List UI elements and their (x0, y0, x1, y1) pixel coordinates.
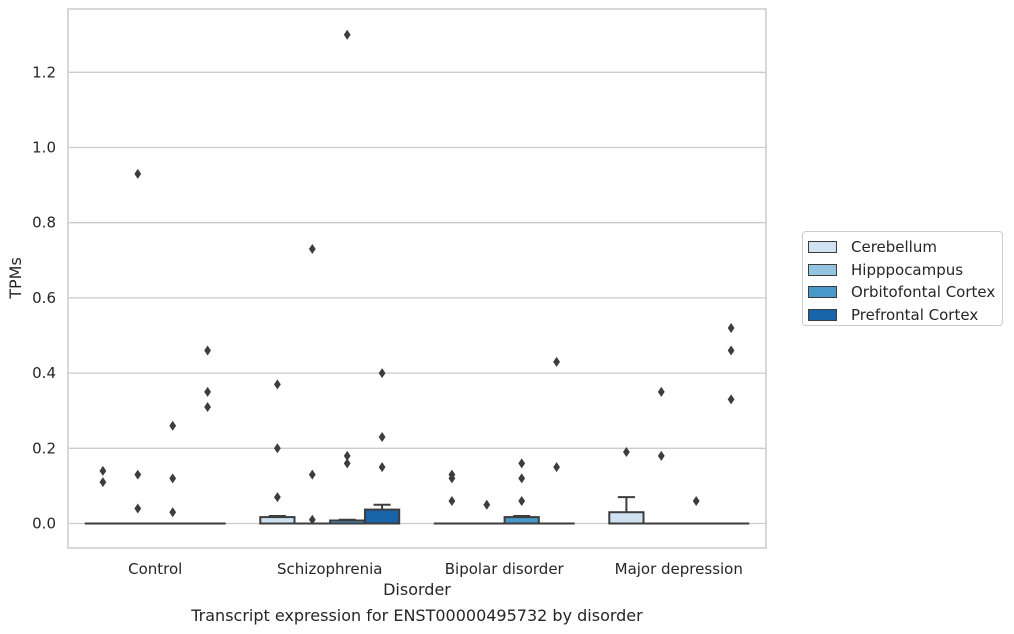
outlier-point (134, 503, 142, 514)
x-tick-labels: Control Schizophrenia Bipolar disorder Majo… (128, 560, 743, 578)
box-hipppocampus (119, 168, 156, 525)
legend: Cerebellum Hipppocampus Orbitofontal Corte… (802, 231, 1003, 326)
legend-item: Orbitofontal Cortex (808, 281, 1002, 304)
legend-item: Hipppocampus (808, 259, 1002, 282)
legend-item: Prefrontal Cortex (808, 304, 1002, 327)
plot-frame (67, 8, 767, 549)
outlier-point (99, 477, 107, 488)
outlier-point (99, 465, 107, 476)
legend-item: Cerebellum (808, 236, 1002, 259)
outlier-point (518, 473, 526, 484)
outlier-point (727, 322, 735, 333)
outlier-point (343, 450, 351, 461)
outlier-point (169, 420, 177, 431)
y-tick-label: 0.8 (32, 214, 56, 232)
box-orbitofontal-cortex (503, 458, 540, 525)
legend-label: Hipppocampus (851, 260, 964, 279)
outlier-point (483, 499, 491, 510)
outlier-point (378, 462, 386, 473)
outlier-point (204, 401, 211, 412)
box-cerebellum (84, 465, 122, 525)
box-cerebellum (608, 447, 645, 525)
outlier-point (134, 168, 142, 179)
outlier-point (169, 473, 177, 484)
box-cerebellum (259, 379, 296, 525)
legend-swatch (808, 308, 837, 321)
legend-label: Prefrontal Cortex (851, 305, 979, 324)
outlier-point (378, 368, 386, 379)
outlier-point (692, 495, 700, 506)
box-orbitofontal-cortex (678, 495, 715, 525)
box-prefrontal-cortex (189, 345, 226, 525)
box-hipppocampus (468, 499, 505, 525)
outlier-point (343, 458, 351, 469)
outlier-point (623, 447, 630, 458)
outlier-point (657, 386, 665, 397)
outlier-point (308, 469, 316, 480)
outlier-point (169, 507, 177, 518)
legend-swatch (808, 263, 837, 276)
outlier-point (274, 443, 281, 454)
y-tick-label: 0.4 (32, 364, 56, 382)
y-tick-label: 1.0 (32, 139, 56, 157)
chart-marks (84, 29, 750, 525)
x-axis-title: Disorder (383, 580, 451, 599)
box-body (363, 508, 401, 525)
x-tick-label: Bipolar disorder (445, 560, 565, 578)
outlier-point (343, 29, 351, 40)
box-hipppocampus (294, 244, 331, 525)
outlier-point (308, 514, 316, 525)
outlier-point (657, 450, 665, 461)
box-prefrontal-cortex (363, 368, 401, 525)
outlier-point (448, 473, 456, 484)
box-body (608, 511, 645, 525)
y-tick-label: 1.2 (32, 63, 56, 81)
legend-swatch (808, 286, 837, 299)
y-tick-labels: 0.0 0.2 0.4 0.6 0.8 1.0 1.2 (32, 63, 56, 532)
x-tick-label: Schizophrenia (277, 560, 382, 578)
box-prefrontal-cortex (712, 322, 750, 525)
outlier-point (448, 495, 456, 506)
outlier-point (134, 469, 142, 480)
box-cerebellum (433, 469, 471, 525)
outlier-point (378, 432, 386, 443)
grid-lines (68, 71, 766, 525)
outlier-point (204, 345, 211, 356)
outlier-point (274, 379, 281, 390)
y-axis-title: TPMs (6, 257, 25, 300)
legend-label: Cerebellum (851, 238, 937, 257)
box-orbitofontal-cortex (154, 420, 191, 525)
legend-label: Orbitofontal Cortex (851, 283, 996, 302)
outlier-point (518, 458, 526, 469)
box-orbitofontal-cortex (329, 29, 366, 525)
outlier-point (553, 462, 560, 473)
y-tick-label: 0.2 (32, 439, 56, 457)
y-tick-label: 0.6 (32, 289, 56, 307)
y-tick-label: 0.0 (32, 515, 56, 533)
outlier-point (204, 386, 211, 397)
box-prefrontal-cortex (538, 356, 575, 525)
outlier-point (553, 356, 560, 367)
legend-swatch (808, 241, 837, 254)
figure-caption: Transcript expression for ENST0000049573… (191, 606, 643, 625)
outlier-point (308, 244, 316, 255)
outlier-point (727, 394, 735, 405)
x-tick-label: Major depression (615, 560, 743, 578)
x-tick-label: Control (128, 560, 182, 578)
box-hipppocampus (643, 386, 680, 525)
outlier-point (274, 492, 281, 503)
outlier-point (518, 495, 526, 506)
outlier-point (727, 345, 735, 356)
